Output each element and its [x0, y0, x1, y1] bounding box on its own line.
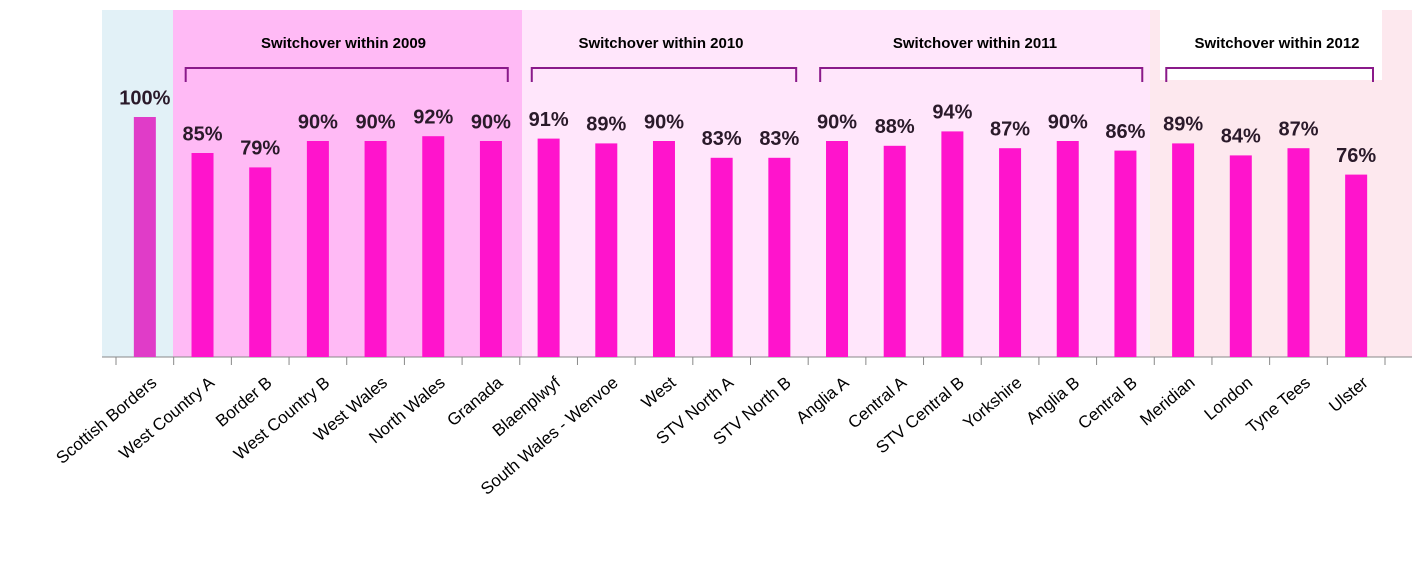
value-label: 86% [1105, 121, 1145, 143]
bar [1114, 150, 1137, 357]
bar [422, 136, 445, 357]
value-label: 90% [644, 111, 684, 133]
bar [537, 138, 560, 357]
group-label: Switchover within 2011 [893, 35, 1057, 52]
value-label: 100% [119, 87, 170, 109]
value-label: 90% [356, 111, 396, 133]
bar [1287, 148, 1310, 357]
bar [768, 157, 791, 357]
value-label: 91% [529, 109, 569, 131]
group-bracket [184, 67, 509, 82]
bar [306, 141, 329, 357]
x-tick-label: Ulster [1325, 373, 1371, 416]
x-tick-label: West Country B [230, 373, 333, 464]
bar [1172, 143, 1195, 357]
x-tick-label: Central B [1074, 373, 1141, 433]
group-label: Switchover within 2012 [1194, 35, 1359, 52]
value-label: 89% [586, 114, 626, 136]
x-tick-label: Tyne Tees [1243, 373, 1314, 437]
bar [133, 117, 156, 357]
bar [364, 141, 387, 357]
value-label: 88% [875, 116, 915, 138]
value-label: 85% [183, 123, 223, 145]
value-label: 87% [990, 118, 1030, 140]
bar [652, 141, 675, 357]
value-label: 90% [817, 111, 857, 133]
x-tick-label: Anglia B [1022, 373, 1083, 428]
x-tick-label: London [1201, 373, 1257, 424]
group-bracket [530, 67, 798, 82]
bar [883, 145, 906, 357]
bar [191, 153, 214, 357]
value-label: 94% [932, 102, 972, 124]
bar [710, 157, 733, 357]
group-label: Switchover within 2009 [261, 35, 426, 52]
group-label: Switchover within 2010 [578, 35, 743, 52]
bar [999, 148, 1022, 357]
value-label: 90% [1048, 111, 1088, 133]
group-band [808, 10, 1150, 357]
bar [595, 143, 618, 357]
value-label: 90% [471, 111, 511, 133]
group-bracket [819, 67, 1144, 82]
value-label: 87% [1278, 118, 1318, 140]
bar [826, 141, 849, 357]
bar [1056, 141, 1079, 357]
value-label: 89% [1163, 114, 1203, 136]
x-tick-label: Scottish Borders [53, 373, 161, 468]
value-label: 76% [1336, 145, 1376, 167]
x-tick-label: Meridian [1136, 373, 1198, 429]
value-label: 83% [702, 128, 742, 150]
value-label: 84% [1221, 126, 1261, 148]
x-tick-label: Anglia A [792, 373, 853, 428]
bar [479, 141, 502, 357]
bar [249, 167, 272, 357]
bar [1229, 155, 1252, 357]
value-label: 90% [298, 111, 338, 133]
x-tick-label: Yorkshire [959, 373, 1025, 433]
value-label: 79% [240, 138, 280, 160]
value-label: 83% [759, 128, 799, 150]
value-label: 92% [413, 106, 453, 128]
x-tick-label: West [638, 373, 680, 412]
group-band [173, 10, 522, 357]
bar [1345, 174, 1368, 357]
group-bracket [1165, 67, 1374, 82]
bar [941, 131, 964, 357]
